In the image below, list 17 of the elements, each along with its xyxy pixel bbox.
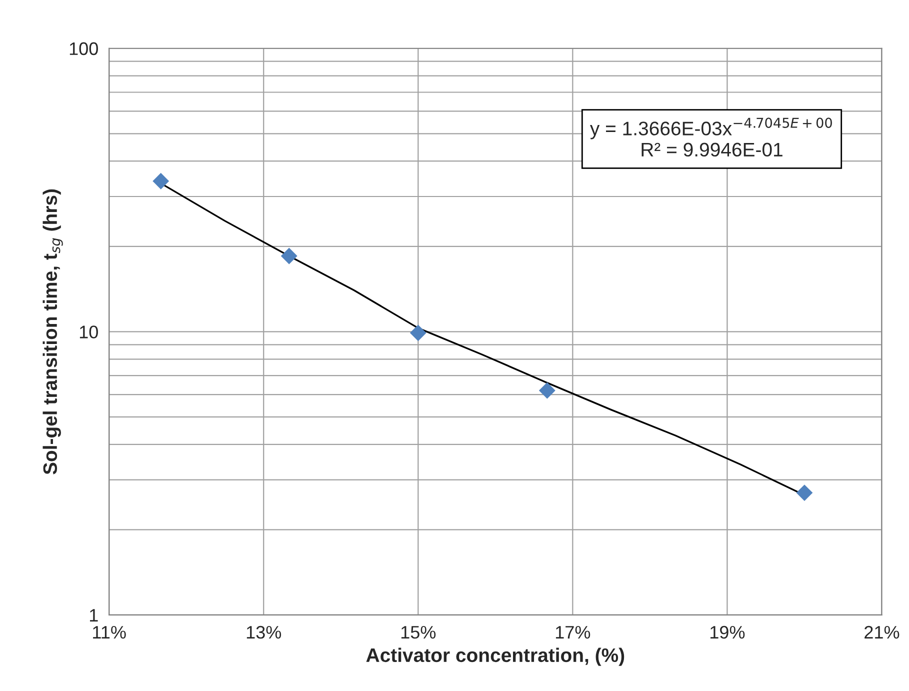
y-tick-label: 10 — [80, 326, 98, 338]
x-tick-label: 11% — [93, 626, 126, 639]
x-tick-label: 13% — [246, 626, 282, 639]
x-tick-label: 21% — [864, 626, 900, 639]
y-tick-label: 1 — [90, 609, 98, 622]
point — [280, 248, 298, 264]
annotation: y = 1.3666E-03x$^{−4.7045E+00}$ R² = 9.9946E-01 — [590, 118, 832, 157]
point — [410, 324, 426, 342]
x-tick-label: 19% — [710, 626, 745, 639]
x-axis-title: Activator concentration, (%) — [366, 648, 624, 666]
x-tick-label: 17% — [556, 626, 590, 639]
point — [152, 172, 170, 190]
y-tick-label: 100 — [70, 42, 98, 56]
point — [796, 484, 813, 501]
x-tick-label: 15% — [401, 626, 436, 639]
point — [538, 382, 556, 399]
y-axis-title: Sol-gel transition time, t$_{sg}$ (hrs) — [42, 189, 63, 474]
